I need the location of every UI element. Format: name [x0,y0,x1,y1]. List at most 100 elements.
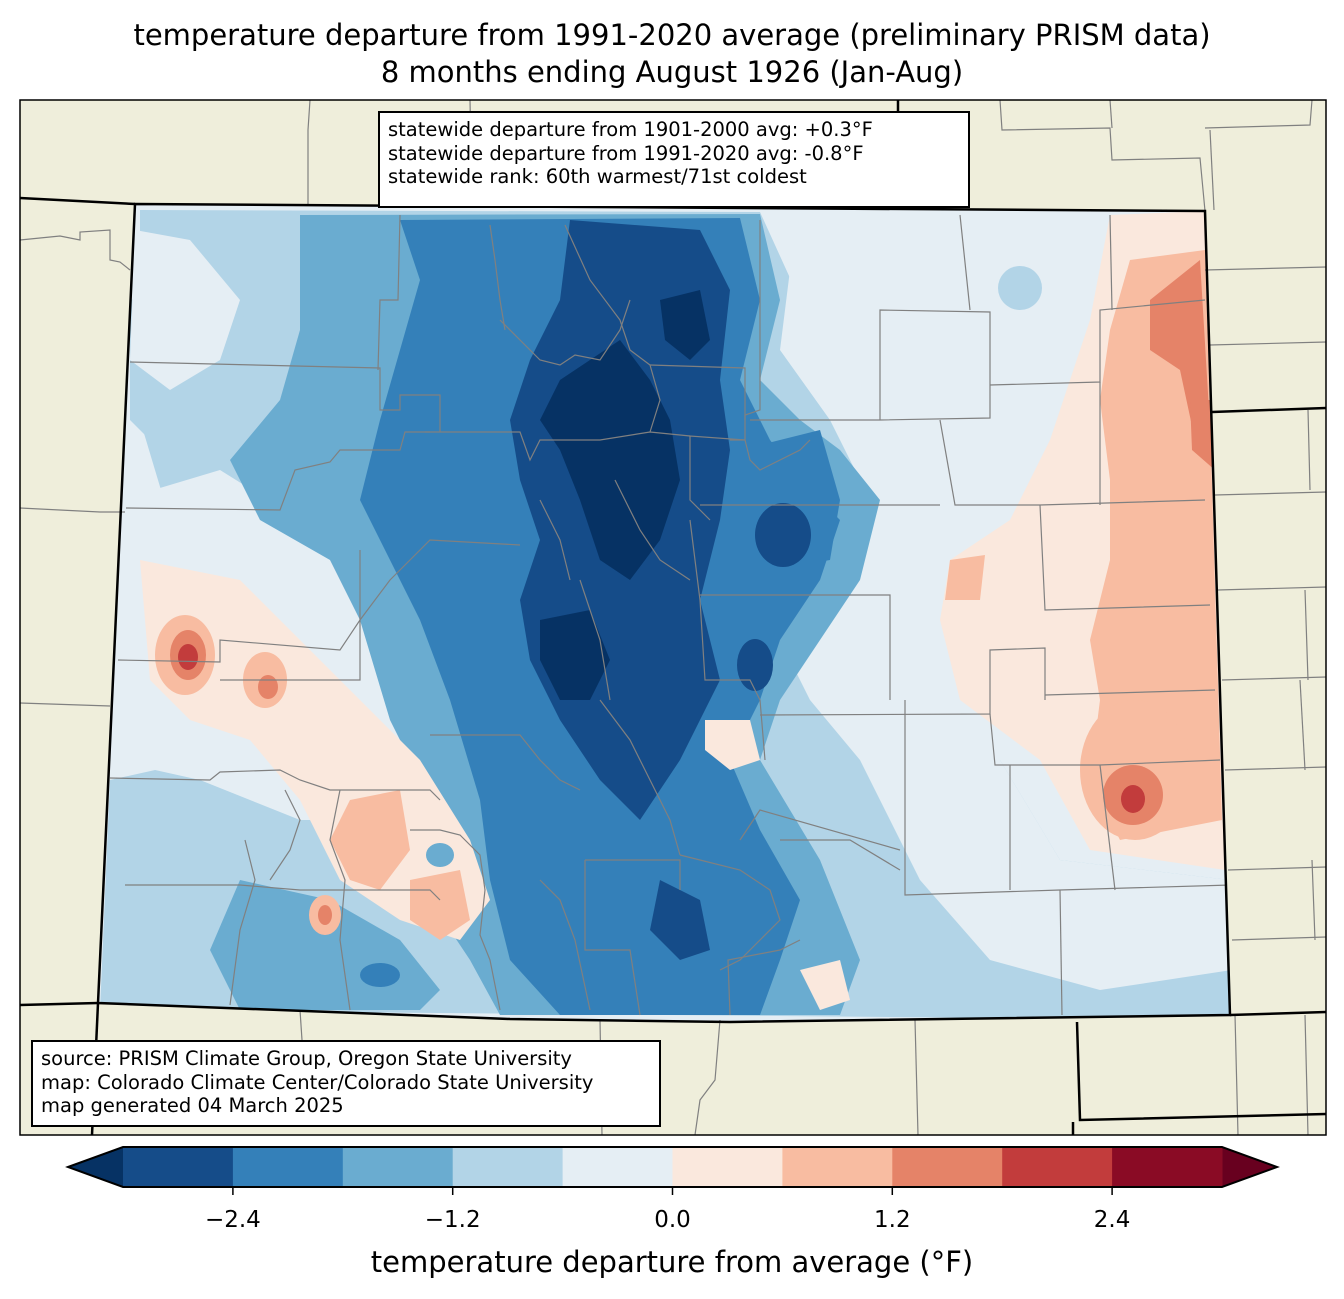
contour-band-orange [318,905,332,925]
county-line [959,214,971,311]
contour-band-orange [1190,400,1215,470]
colorbar-segment [123,1147,234,1187]
colorbar-tick-label: −2.4 [204,1207,261,1233]
county-line [585,859,681,890]
stat-departure-1991-2020: statewide departure from 1991-2020 avg: … [388,141,864,165]
county-line [430,734,581,791]
county-line [1307,409,1311,491]
colorbar-segment [1112,1147,1223,1187]
county-line [1304,589,1309,681]
colorbar-segment [342,1147,454,1187]
contour-band-red [1121,785,1145,813]
contour-band-blue [360,963,400,987]
contour-band-warm [410,870,470,940]
county-line [599,699,681,856]
state-line [19,196,136,206]
county-line [299,1009,303,1041]
county-line [129,361,441,432]
county-line [229,839,256,1006]
county-line [1311,859,1316,941]
county-line [125,431,430,511]
county-line [939,419,1206,506]
contour-band-medium-blue [426,843,454,867]
county-line [307,99,311,205]
contour-band-light-warm [705,720,760,770]
colorbar-segment [672,1147,783,1187]
state-line [1075,1021,1327,1122]
county-line [649,364,746,420]
county-line [1227,866,1327,871]
county-line [1099,764,1116,891]
statewide-stats-box: statewide departure from 1901-2000 avg: … [378,111,970,208]
contour-band-dark-blue [755,503,811,567]
county-line [1217,586,1327,591]
county-line [904,700,1230,896]
county-line [410,829,501,1011]
contour-band-dark-blue [650,880,710,960]
county-line [499,299,631,366]
county-line [700,594,891,700]
county-line [125,884,441,901]
colorbar-tick-label: −1.2 [424,1207,481,1233]
contour-band-warm [945,555,985,600]
contour-band-dark-blue [737,639,773,691]
county-line [614,479,691,581]
state-borders [19,100,1327,1136]
colorbar-tick-label: 0.0 [654,1207,691,1233]
county-line [1224,766,1327,771]
county-line [377,214,401,371]
map-title: temperature departure from 1991-2020 ave… [133,18,1211,52]
county-line [1059,889,1063,1016]
contour-band-near-zero [130,230,240,390]
county-line [329,789,351,1011]
contour-band-darkest-blue [540,610,610,700]
county-line [19,702,111,707]
colorbar-tick-label: 1.2 [874,1207,911,1233]
county-line [727,939,801,1016]
colorbar-segment [782,1147,893,1187]
colorbar-over-arrow [1222,1147,1277,1187]
colorbar-segment [1002,1147,1113,1187]
stat-rank: statewide rank: 60th warmest/71st coldes… [388,165,807,188]
county-line [584,860,641,1016]
county-line [730,439,811,471]
county-line [19,229,131,271]
county-line [564,224,661,433]
county-line [109,769,441,801]
map-subtitle: 8 months ending August 1926 (Jan-Aug) [380,55,964,89]
county-line [1231,936,1327,941]
contour-band-warm [330,790,410,890]
colorbar-segment [562,1147,673,1187]
county-line [1299,679,1306,771]
colorbar-segment [452,1147,564,1187]
state-line [19,1001,99,1007]
county-line [999,99,1206,212]
county-line [269,789,301,881]
contour-band-light-warm [800,960,850,1010]
county-line [694,1019,721,1136]
county-line [1209,129,1215,211]
contour-band-orange [258,675,278,699]
contour-band-darkest-blue [540,340,680,580]
state-line [1229,1010,1327,1017]
colorbar-under-arrow [68,1147,123,1187]
colorbar [65,1146,1280,1195]
state-line [1211,406,1327,414]
contour-band-light-blue [998,266,1042,310]
colorbar-segment [892,1147,1003,1187]
temperature-contours [98,204,1230,1022]
contour-band-near-zero [780,215,1230,990]
source-box: source: PRISM Climate Group, Oregon Stat… [31,1040,661,1127]
county-line [19,507,125,513]
county-line [989,299,1206,386]
colorbar-tick-label: 2.4 [1093,1207,1131,1233]
county-line [914,1019,919,1136]
county-line [220,550,361,681]
stat-departure-1901-2000: statewide departure from 1901-2000 avg: … [388,118,873,141]
map-generated-date: map generated 04 March 2025 [41,1094,344,1117]
county-borders [109,214,1230,1016]
county-line [1204,99,1313,129]
source-credit: source: PRISM Climate Group, Oregon Stat… [41,1047,572,1070]
county-line [689,519,766,761]
